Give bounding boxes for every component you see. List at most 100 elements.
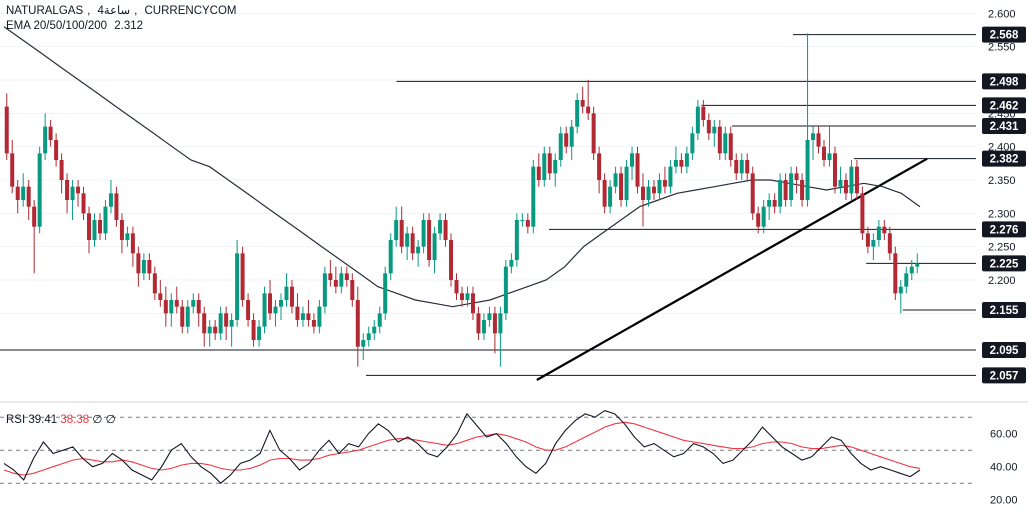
- level-label: 2.057: [990, 370, 1019, 382]
- candle-body: [580, 100, 585, 107]
- candle-body: [438, 220, 443, 234]
- level-label-bg: [982, 221, 1026, 238]
- candle-body: [558, 133, 563, 160]
- candle: [70, 180, 75, 220]
- candle: [646, 180, 651, 207]
- candle-body: [257, 326, 262, 340]
- candle: [213, 320, 218, 340]
- candle-body: [394, 220, 399, 240]
- candle-body: [739, 160, 744, 174]
- candle: [641, 173, 646, 227]
- candle: [246, 293, 251, 327]
- symbol-header[interactable]: NATURALGAS, 4ساعة, CURRENCYCOM: [6, 3, 241, 17]
- candle-body: [734, 160, 739, 174]
- candle-body: [684, 153, 689, 167]
- candle-body: [372, 326, 377, 334]
- candle-body: [405, 233, 410, 247]
- candle: [481, 313, 486, 340]
- candle-body: [520, 220, 525, 221]
- candle-body: [54, 140, 59, 160]
- candle: [169, 293, 174, 327]
- candle: [377, 306, 382, 334]
- candle: [224, 306, 229, 340]
- candle: [399, 206, 404, 254]
- candle: [21, 173, 26, 207]
- candle: [602, 173, 607, 214]
- ema-legend[interactable]: EMA 20/50/100/200 2.312: [6, 20, 147, 32]
- candle-body: [904, 273, 909, 287]
- candle-body: [657, 180, 662, 194]
- candle-body: [597, 153, 602, 180]
- candle-body: [284, 286, 289, 300]
- candle: [344, 266, 349, 287]
- candle-body: [229, 320, 234, 327]
- candle-body: [706, 120, 711, 134]
- candle-body: [811, 133, 816, 140]
- candle: [4, 93, 9, 160]
- candle-body: [756, 213, 761, 227]
- candle-body: [48, 126, 53, 140]
- candle: [410, 226, 415, 260]
- candle: [898, 280, 903, 314]
- candle-body: [630, 153, 635, 167]
- rsi-legend[interactable]: RSI 39.41 38.38 ∅ ∅: [6, 412, 116, 426]
- candle-body: [794, 173, 799, 180]
- candle-body: [832, 153, 837, 187]
- candle-body: [32, 206, 37, 227]
- symbol-name: NATURALGAS: [6, 5, 84, 17]
- candle-body: [443, 220, 448, 240]
- candle: [174, 286, 179, 314]
- candle-body: [21, 186, 26, 200]
- candle-body: [432, 233, 437, 260]
- candle: [54, 133, 59, 167]
- candle-body: [503, 266, 508, 314]
- candle: [196, 293, 201, 327]
- candle: [838, 166, 843, 194]
- candle: [76, 180, 81, 207]
- candle-body: [816, 133, 821, 147]
- candle-body: [273, 306, 278, 314]
- candle-body: [778, 180, 783, 207]
- candle-body: [591, 113, 596, 154]
- y-tick-label: 2.300: [988, 208, 1016, 220]
- candle: [547, 146, 552, 180]
- level-label-bg: [982, 73, 1026, 90]
- rsi-tick-label: 40.00: [990, 462, 1018, 474]
- candle: [257, 320, 262, 347]
- candle: [761, 200, 766, 234]
- candle-body: [59, 160, 64, 180]
- candle: [794, 166, 799, 194]
- candle-body: [449, 240, 454, 280]
- candle: [421, 213, 426, 254]
- candle: [328, 260, 333, 287]
- level-label: 2.095: [990, 345, 1019, 357]
- candle-body: [695, 106, 700, 134]
- candle: [289, 280, 294, 314]
- candle: [498, 306, 503, 367]
- candle: [657, 173, 662, 200]
- candle: [114, 186, 119, 227]
- candle-body: [295, 306, 300, 320]
- level-label: 2.382: [990, 154, 1019, 166]
- candle: [739, 153, 744, 180]
- horizontal-levels[interactable]: [0, 34, 976, 376]
- candle: [191, 293, 196, 314]
- candle-body: [339, 273, 344, 287]
- candle-body: [174, 300, 179, 307]
- candle: [613, 166, 618, 194]
- candle: [723, 126, 728, 160]
- candle-body: [103, 206, 108, 234]
- candle: [383, 266, 388, 320]
- candle-body: [202, 313, 207, 334]
- candle: [372, 320, 377, 340]
- candle-body: [97, 220, 102, 234]
- candle: [333, 266, 338, 294]
- candle-body: [268, 293, 273, 314]
- candle-body: [465, 293, 470, 300]
- symbol-separator: ,: [134, 5, 138, 17]
- candle-body: [712, 126, 717, 134]
- candle: [668, 160, 673, 194]
- candle-body: [602, 180, 607, 207]
- candle-body: [355, 300, 360, 347]
